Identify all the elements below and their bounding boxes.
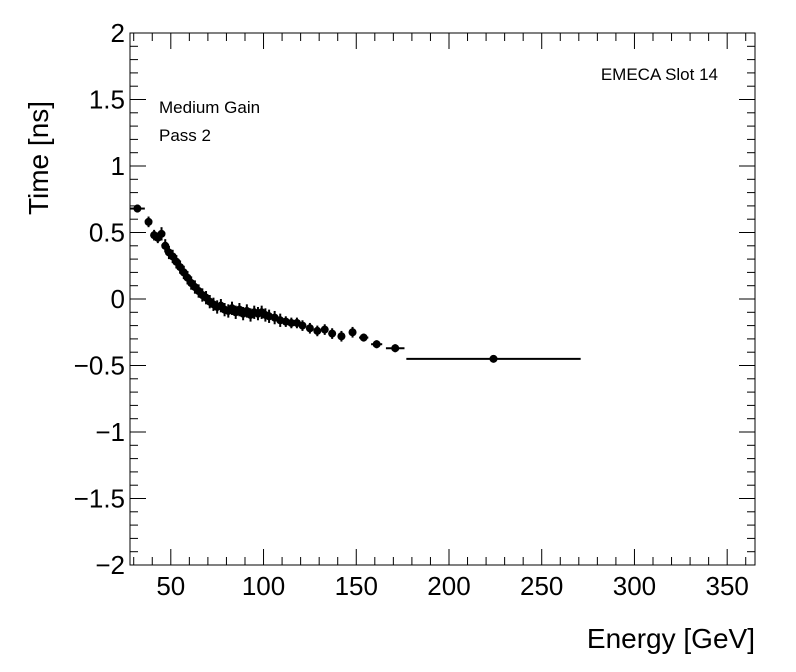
slot-annotation: EMECA Slot 14 bbox=[601, 65, 718, 84]
data-point bbox=[359, 333, 369, 342]
data-point bbox=[157, 227, 166, 241]
x-tick-label: 200 bbox=[427, 571, 470, 601]
y-tick-label: 0.5 bbox=[89, 218, 125, 248]
marker bbox=[298, 321, 307, 330]
marker bbox=[161, 241, 170, 250]
x-axis-title: Energy [GeV] bbox=[587, 623, 755, 654]
y-tick-label: 0 bbox=[111, 284, 125, 314]
data-point bbox=[328, 328, 337, 339]
data-point bbox=[130, 204, 145, 213]
data-point bbox=[144, 216, 153, 228]
x-tick-label: 300 bbox=[613, 571, 656, 601]
marker bbox=[489, 354, 498, 363]
y-tick-label: 2 bbox=[111, 18, 125, 48]
marker bbox=[157, 229, 166, 238]
y-tick-label: −1.5 bbox=[74, 484, 125, 514]
tick-marks bbox=[130, 32, 755, 566]
marker bbox=[359, 333, 368, 342]
marker bbox=[372, 340, 381, 349]
marker bbox=[320, 325, 329, 334]
marker bbox=[313, 326, 322, 335]
y-tick-label: 1.5 bbox=[89, 85, 125, 115]
x-tick-label: 100 bbox=[242, 571, 285, 601]
y-tick-label: −1 bbox=[95, 417, 125, 447]
data-point bbox=[337, 330, 346, 342]
marker bbox=[328, 329, 337, 338]
tick-labels: 50 100 150 200 250 300 350 −2 −1.5 −1 −0.5 0 0.5 1 1.5… bbox=[74, 18, 749, 601]
data-points bbox=[130, 204, 581, 363]
marker bbox=[144, 217, 153, 226]
x-tick-label: 350 bbox=[705, 571, 748, 601]
data-point bbox=[298, 320, 307, 331]
marker bbox=[133, 204, 142, 213]
data-point bbox=[348, 326, 357, 338]
marker bbox=[337, 332, 346, 341]
data-point bbox=[371, 340, 383, 349]
data-point bbox=[406, 354, 581, 363]
y-tick-label: 1 bbox=[111, 151, 125, 181]
marker bbox=[305, 324, 314, 333]
data-point bbox=[313, 325, 322, 337]
x-tick-label: 150 bbox=[335, 571, 378, 601]
y-tick-label: −2 bbox=[95, 550, 125, 580]
y-tick-label: −0.5 bbox=[74, 351, 125, 381]
x-tick-label: 250 bbox=[520, 571, 563, 601]
marker bbox=[348, 328, 357, 337]
data-point bbox=[385, 344, 405, 353]
marker bbox=[287, 318, 296, 327]
y-axis-title: Time [ns] bbox=[23, 101, 54, 215]
data-point bbox=[305, 322, 314, 334]
gain-annotation: Medium Gain bbox=[159, 98, 260, 117]
data-point bbox=[320, 324, 329, 335]
x-tick-label: 50 bbox=[156, 571, 185, 601]
data-point bbox=[161, 239, 170, 253]
pass-annotation: Pass 2 bbox=[159, 126, 211, 145]
data-point bbox=[287, 317, 296, 329]
marker bbox=[391, 344, 400, 353]
